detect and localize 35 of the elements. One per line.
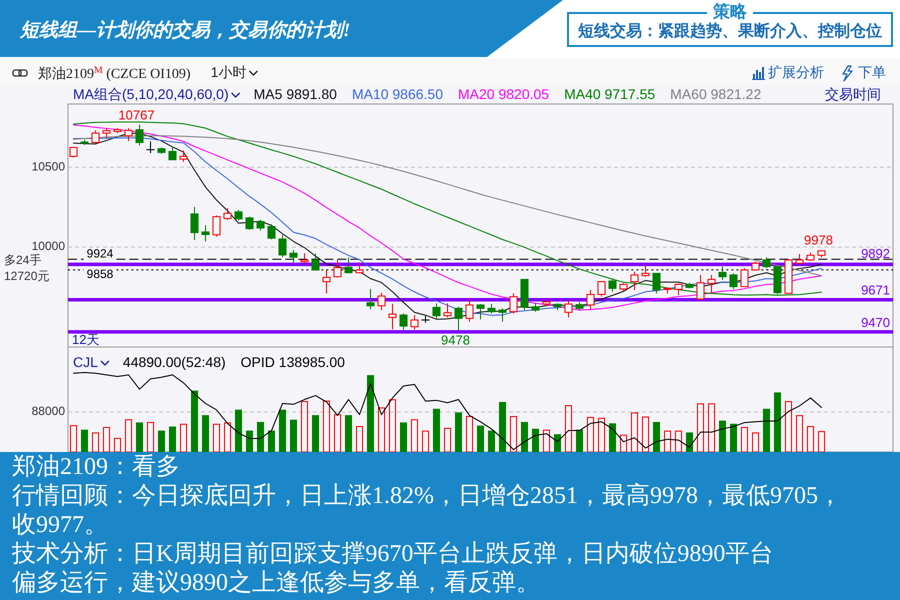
legend-title: MA组合(5,10,20,40,60,0) [73, 86, 229, 102]
text: 多24手 [4, 253, 42, 268]
annotation: 10767 [118, 108, 155, 123]
text: OPID 138985.00 [240, 354, 346, 370]
ref-line-label: 9470 [861, 314, 890, 330]
y-tick-label: 88000 [32, 404, 66, 418]
ref-line-label: 9924 [86, 246, 114, 260]
annotation: 9978 [804, 232, 833, 248]
text: 策略 [712, 2, 748, 21]
text: 行情回顾：今日探底回升，日上涨1.82%，日增仓2851，最高9978，最低9705，收9977。 [12, 482, 843, 540]
annotation: 9478 [441, 332, 470, 348]
text: 下单 [858, 64, 886, 80]
text: 交易时间 [825, 86, 881, 102]
text: 技术分析：日K周期目前回踩支撑9670平台止跌反弹，日内破位9890平台 [12, 540, 774, 569]
text: MA10 9866.50 [352, 86, 444, 102]
text: MA5 9891.80 [254, 86, 338, 102]
text: 短线交易：紧跟趋势、果断介入、控制仓位 [577, 21, 882, 40]
annotation: 44890.00(52:48) [122, 354, 226, 370]
y-tick-label: 10000 [32, 239, 66, 254]
chart-subtitle: 1小时 [210, 64, 246, 80]
text: MA20 9820.05 [458, 86, 550, 102]
text: 扩展分析 [768, 64, 824, 80]
text: CJL [73, 354, 98, 370]
y-tick-label: 10500 [32, 159, 66, 174]
ref-line-label: 9892 [861, 246, 890, 261]
text: 短线组—计划你的交易，交易你的计划! [19, 19, 350, 41]
annotation: 12天 [72, 332, 100, 347]
chart-title: 郑油2109$^{M}$ (CZCE OI109) [38, 64, 191, 82]
text: MA60 9821.22 [670, 86, 762, 102]
text: 12720元 [4, 269, 50, 284]
text: 郑油2109：看多 [12, 453, 181, 482]
ref-line-label: 9671 [861, 282, 890, 298]
ref-line-label: 9858 [86, 267, 114, 282]
text: MA40 9717.55 [564, 86, 656, 102]
text: 偏多运行，建议9890之上逢低参与多单，看反弹。 [12, 569, 541, 598]
